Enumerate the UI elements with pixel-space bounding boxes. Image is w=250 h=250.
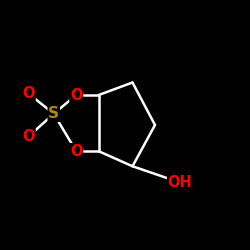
Text: S: S — [48, 106, 59, 121]
Text: OH: OH — [168, 175, 192, 190]
Text: O: O — [22, 86, 35, 101]
Text: O: O — [70, 88, 82, 102]
Text: O: O — [70, 144, 82, 159]
Text: O: O — [22, 129, 35, 144]
